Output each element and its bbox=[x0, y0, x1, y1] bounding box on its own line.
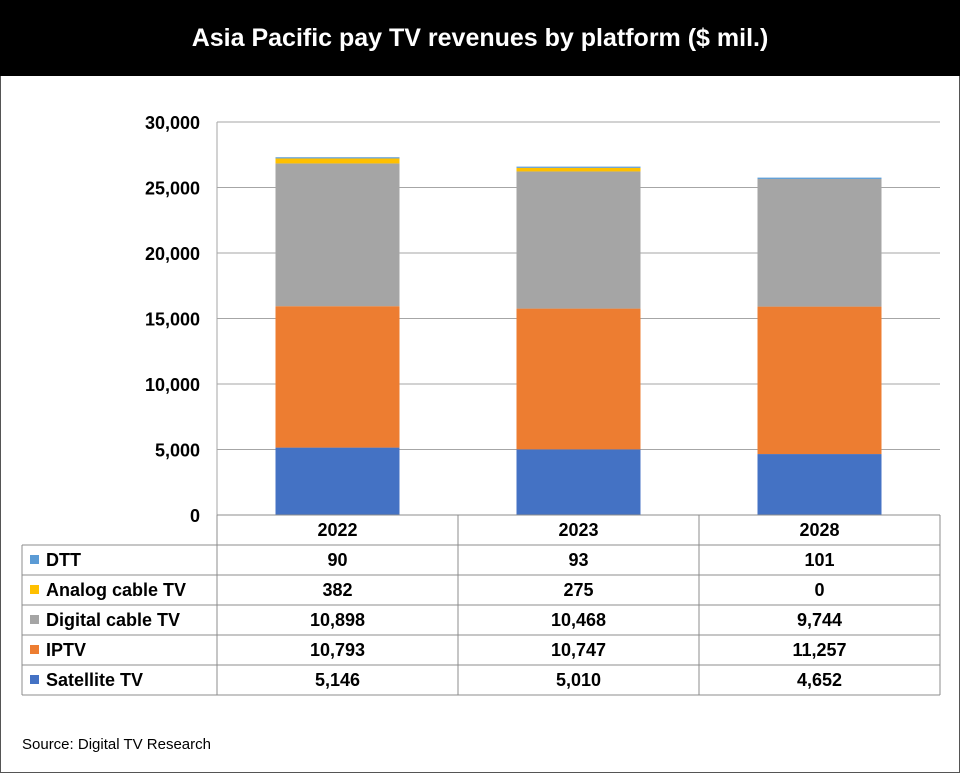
table-value: 9,744 bbox=[797, 610, 842, 630]
bar-segment bbox=[516, 449, 641, 515]
bar-segment bbox=[516, 166, 641, 168]
table-value: 93 bbox=[568, 550, 588, 570]
x-category-label: 2028 bbox=[799, 520, 839, 540]
table-value: 4,652 bbox=[797, 670, 842, 690]
x-category-label: 2023 bbox=[558, 520, 598, 540]
table-value: 5,010 bbox=[556, 670, 601, 690]
y-tick-label: 10,000 bbox=[145, 375, 200, 395]
bar-segment bbox=[757, 306, 882, 455]
legend-label: Satellite TV bbox=[46, 670, 143, 690]
y-tick-label: 20,000 bbox=[145, 244, 200, 264]
bar-segment bbox=[757, 177, 882, 179]
bar-segment bbox=[516, 171, 641, 309]
legend-swatch bbox=[30, 645, 39, 654]
bar-segment bbox=[275, 158, 400, 164]
table-value: 90 bbox=[327, 550, 347, 570]
stacked-bar-chart: 0 5,000 10,000 15,000 20,000 25,000 30,000 2022… bbox=[21, 113, 941, 696]
table-value: 10,468 bbox=[551, 610, 606, 630]
bar-segment bbox=[757, 178, 882, 307]
legend-swatch bbox=[30, 585, 39, 594]
y-tick-label: 5,000 bbox=[155, 441, 200, 461]
bar-segment bbox=[275, 163, 400, 307]
legend-swatch bbox=[30, 555, 39, 564]
table-value: 10,747 bbox=[551, 640, 606, 660]
bar-segment bbox=[275, 157, 400, 159]
bar-segment bbox=[275, 447, 400, 515]
table-value: 0 bbox=[814, 580, 824, 600]
source-note: Source: Digital TV Research bbox=[22, 736, 211, 753]
legend-label: DTT bbox=[46, 550, 81, 570]
x-category-label: 2022 bbox=[317, 520, 357, 540]
bar-segment bbox=[275, 306, 400, 448]
table-value: 10,898 bbox=[310, 610, 365, 630]
legend-swatch bbox=[30, 675, 39, 684]
y-tick-label: 25,000 bbox=[145, 179, 200, 199]
y-tick-label: 15,000 bbox=[145, 310, 200, 330]
legend-swatch bbox=[30, 615, 39, 624]
y-tick-label: 0 bbox=[190, 506, 200, 526]
table-value: 275 bbox=[563, 580, 593, 600]
table-value: 10,793 bbox=[310, 640, 365, 660]
table-value: 382 bbox=[322, 580, 352, 600]
legend-label: IPTV bbox=[46, 640, 86, 660]
bar-segment bbox=[516, 167, 641, 172]
bar-segment bbox=[757, 454, 882, 515]
bar-segment bbox=[516, 308, 641, 450]
y-tick-label: 30,000 bbox=[145, 113, 200, 133]
chart-title: Asia Pacific pay TV revenues by platform… bbox=[0, 0, 960, 76]
legend-label: Analog cable TV bbox=[46, 580, 186, 600]
table-value: 101 bbox=[804, 550, 834, 570]
table-value: 5,146 bbox=[315, 670, 360, 690]
table-value: 11,257 bbox=[792, 640, 846, 660]
legend-label: Digital cable TV bbox=[46, 610, 180, 630]
